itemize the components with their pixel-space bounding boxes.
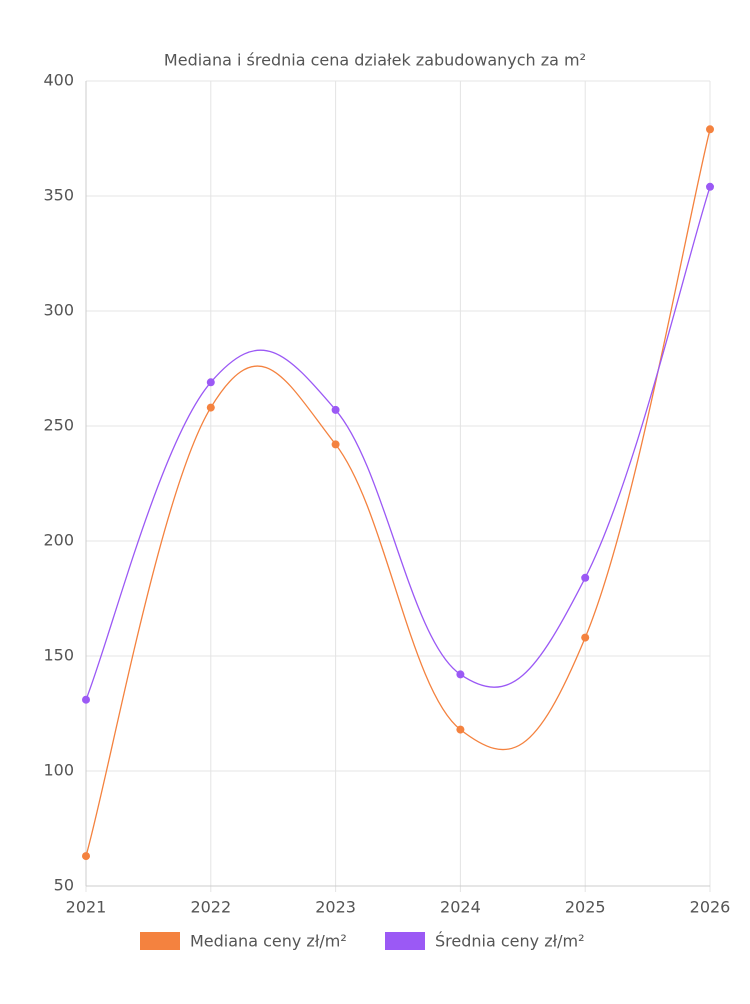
y-tick-label: 100 xyxy=(43,761,74,780)
legend-swatch xyxy=(140,932,180,950)
series-line xyxy=(85,129,711,857)
y-tick-label: 200 xyxy=(43,531,74,550)
data-point xyxy=(82,852,90,861)
data-point xyxy=(456,725,465,734)
data-point xyxy=(331,440,340,449)
y-tick-label: 50 xyxy=(54,876,74,895)
legend-label: Mediana ceny zł/m² xyxy=(190,932,347,951)
y-tick-label: 150 xyxy=(43,646,74,665)
y-tick-label: 300 xyxy=(43,301,74,320)
x-tick-label: 2025 xyxy=(565,898,606,917)
data-point xyxy=(581,633,590,642)
data-point xyxy=(206,403,215,412)
y-tick-label: 400 xyxy=(43,71,74,90)
y-tick-label: 350 xyxy=(43,186,74,205)
data-point xyxy=(206,378,215,387)
chart-title: Mediana i średnia cena działek zabudowan… xyxy=(164,51,586,70)
data-point xyxy=(706,182,714,191)
legend-label: Średnia ceny zł/m² xyxy=(435,932,585,951)
x-tick-label: 2026 xyxy=(690,898,731,917)
data-point xyxy=(456,670,465,679)
y-tick-label: 250 xyxy=(43,416,74,435)
x-tick-label: 2024 xyxy=(440,898,481,917)
x-tick-label: 2023 xyxy=(315,898,356,917)
x-tick-label: 2021 xyxy=(66,898,107,917)
data-point xyxy=(331,405,340,414)
data-point xyxy=(706,125,714,134)
series-line xyxy=(85,186,711,700)
data-point xyxy=(581,573,590,582)
legend-swatch xyxy=(385,932,425,950)
x-tick-label: 2022 xyxy=(190,898,231,917)
data-point xyxy=(82,695,90,704)
